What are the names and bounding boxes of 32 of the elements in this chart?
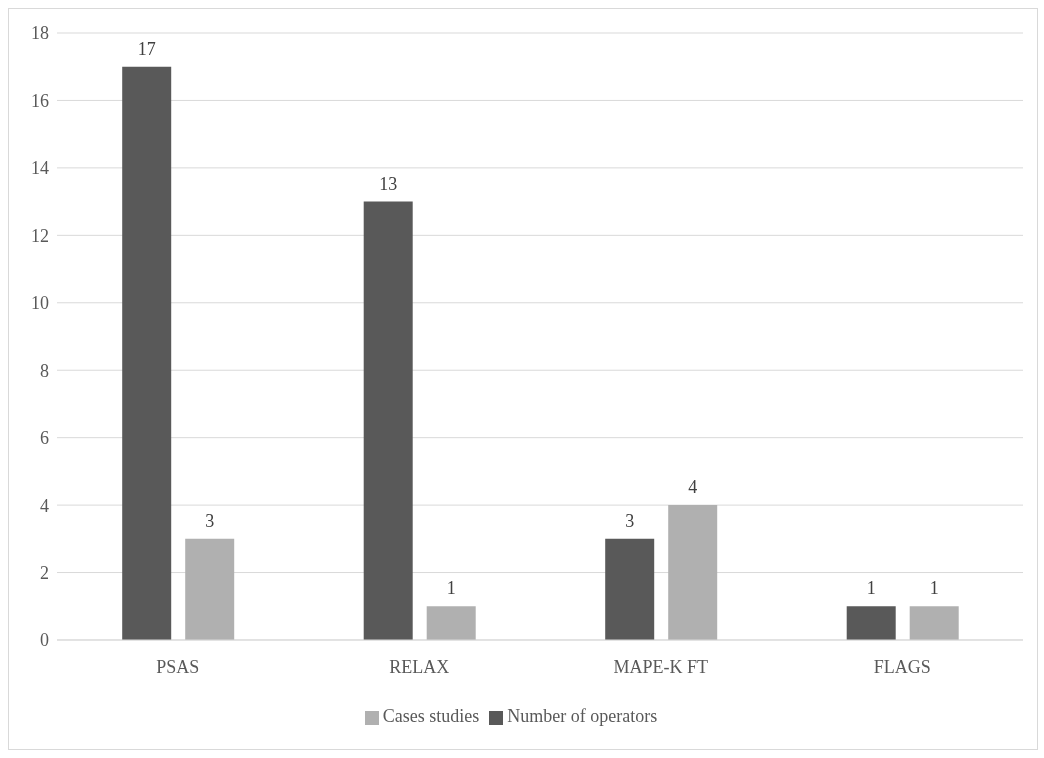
bar xyxy=(605,538,655,640)
data-label: 3 xyxy=(205,510,215,531)
y-tick-label: 18 xyxy=(31,23,49,44)
y-tick-label: 14 xyxy=(31,158,49,179)
y-tick-label: 2 xyxy=(40,562,49,583)
data-label: 17 xyxy=(137,38,156,59)
bar xyxy=(122,66,172,640)
x-tick-label: RELAX xyxy=(389,656,450,677)
y-tick-label: 10 xyxy=(31,293,49,314)
y-tick-label: 16 xyxy=(31,90,49,111)
data-label: 1 xyxy=(866,578,876,599)
data-label: 4 xyxy=(688,477,698,498)
bar xyxy=(668,505,718,640)
x-tick-label: MAPE-K FT xyxy=(613,656,709,677)
data-label: 3 xyxy=(625,510,635,531)
bar xyxy=(185,538,235,640)
data-label: 1 xyxy=(929,578,939,599)
bar xyxy=(426,606,476,640)
legend-label: Cases studies xyxy=(382,706,480,726)
bar xyxy=(846,606,896,640)
y-tick-label: 12 xyxy=(31,225,49,246)
bar xyxy=(909,606,959,640)
data-label: 1 xyxy=(446,578,456,599)
y-tick-label: 8 xyxy=(40,360,49,381)
legend-label: Number of operators xyxy=(507,706,658,726)
y-tick-label: 0 xyxy=(40,630,49,651)
x-tick-label: FLAGS xyxy=(873,656,931,677)
bar xyxy=(363,201,413,640)
data-label: 13 xyxy=(379,173,398,194)
y-tick-label: 4 xyxy=(40,495,49,516)
x-tick-label: PSAS xyxy=(156,656,200,677)
y-tick-label: 6 xyxy=(40,428,49,449)
